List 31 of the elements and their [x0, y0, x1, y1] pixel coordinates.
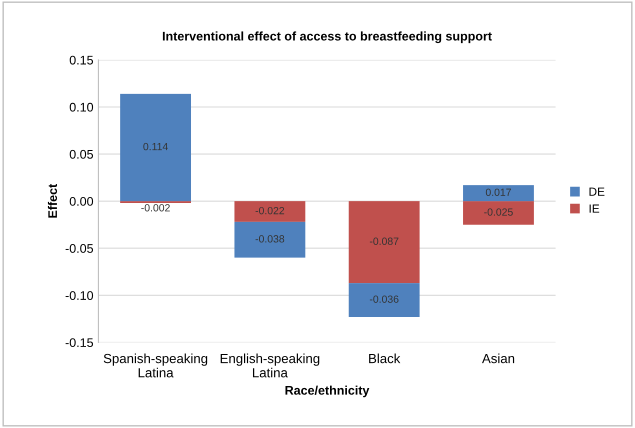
y-tick-label: 0.00: [70, 196, 94, 206]
y-axis-title: Effect: [48, 184, 58, 218]
data-label: 0.017: [486, 188, 511, 196]
y-tick-label: 0.15: [70, 56, 94, 65]
legend-label: IE: [590, 204, 600, 213]
data-label: -0.087: [370, 238, 398, 245]
data-label: -0.025: [484, 208, 513, 216]
bar: [120, 94, 192, 202]
bar: [463, 201, 534, 225]
x-axis-title: Race/ethnicity: [285, 386, 370, 398]
y-tick-label: 0.05: [70, 150, 94, 159]
y-tick-label: -0.05: [66, 244, 94, 253]
bar: [234, 222, 306, 258]
y-tick-label: 0.10: [70, 102, 94, 112]
data-label: -0.002: [141, 204, 170, 212]
data-label: -0.036: [370, 295, 398, 303]
x-tick-label: Black: [369, 354, 400, 364]
data-label: -0.038: [256, 235, 284, 243]
chart-title: Interventional effect of access to breastfeeding support: [162, 31, 492, 44]
data-label: 0.114: [143, 142, 168, 150]
bar: [463, 185, 534, 202]
x-tick-label: Asian: [482, 354, 514, 364]
y-tick-label: -0.10: [66, 291, 94, 300]
legend-label: DE: [590, 188, 604, 196]
bar: [348, 283, 420, 317]
x-tick-label: Spanish-speaking Latina: [104, 354, 208, 378]
data-label: -0.022: [256, 206, 284, 214]
x-tick-label: English-speaking Latina: [220, 354, 320, 378]
y-tick-label: -0.15: [66, 338, 94, 348]
bar: [234, 201, 306, 222]
bar: [348, 201, 420, 284]
